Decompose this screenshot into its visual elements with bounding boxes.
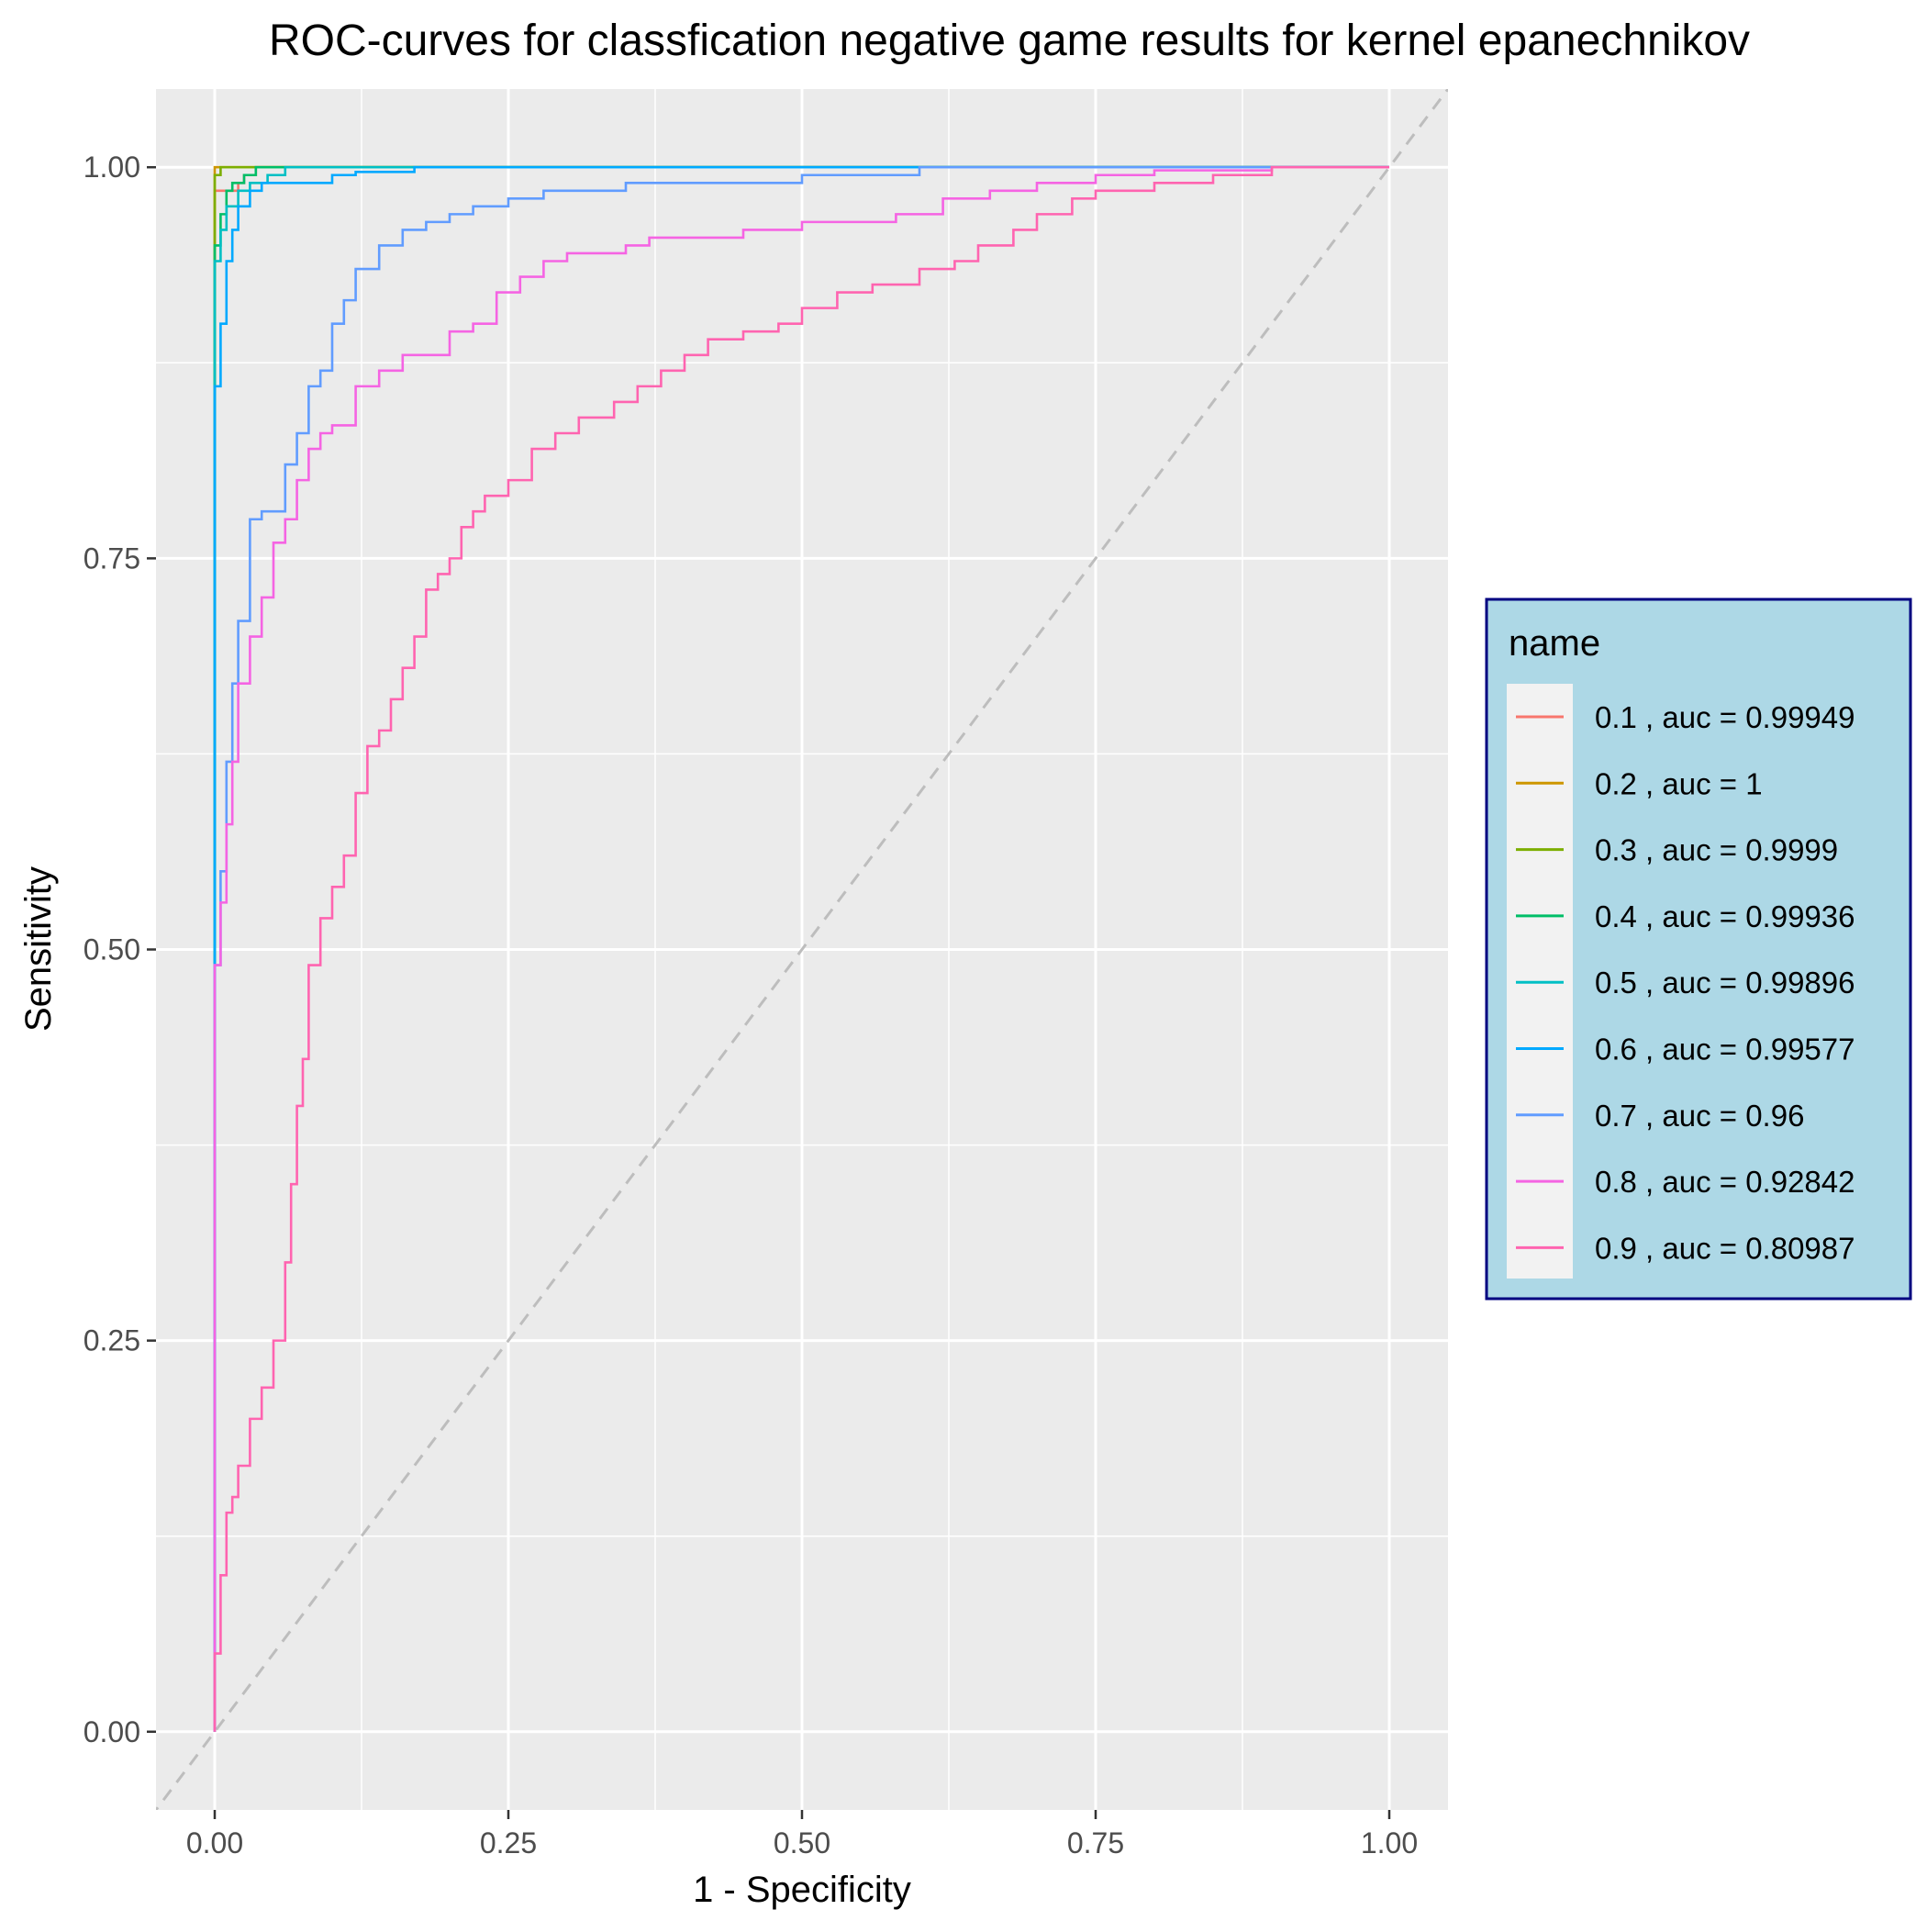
y-tick-label: 0.75: [84, 542, 140, 575]
chart-title: ROC-curves for classfication negative ga…: [269, 17, 1750, 65]
roc-series-line-5: [213, 165, 1389, 1732]
legend: name 0.1 , auc = 0.99949 0.2 , auc = 1 0.3…: [1485, 597, 1912, 1301]
roc-series-line-9: [213, 165, 1389, 1732]
y-tick-label: 0.50: [84, 933, 140, 966]
roc-series-line-7: [213, 165, 1389, 1732]
x-tick-label: 0.50: [774, 1826, 830, 1859]
x-tick-label: 0.75: [1067, 1826, 1124, 1859]
legend-label-3: 0.3 , auc = 0.9999: [1595, 833, 1838, 867]
y-axis: 0.00 0.25 0.50 0.75 1.00: [84, 151, 156, 1748]
y-tick-label: 0.25: [84, 1324, 140, 1357]
legend-label-2: 0.2 , auc = 1: [1595, 766, 1763, 800]
legend-items: 0.1 , auc = 0.99949 0.2 , auc = 1 0.3 , au…: [1516, 700, 1855, 1265]
roc-series-line-4: [213, 165, 1389, 1732]
reference-diagonal-line: [156, 89, 1448, 1810]
legend-label-1: 0.1 , auc = 0.99949: [1595, 700, 1855, 734]
legend-label-7: 0.7 , auc = 0.96: [1595, 1099, 1804, 1133]
legend-label-4: 0.4 , auc = 0.99936: [1595, 899, 1855, 933]
legend-label-6: 0.6 , auc = 0.99577: [1595, 1033, 1855, 1067]
y-axis-label: Sensitivity: [18, 866, 59, 1032]
legend-label-9: 0.9 , auc = 0.80987: [1595, 1231, 1855, 1265]
x-tick-label: 1.00: [1361, 1826, 1418, 1859]
legend-title: name: [1509, 623, 1600, 664]
x-tick-label: 0.00: [186, 1826, 243, 1859]
roc-series-group: [213, 165, 1389, 1732]
x-tick-label: 0.25: [480, 1826, 537, 1859]
x-axis: 0.00 0.25 0.50 0.75 1.00: [186, 1810, 1418, 1859]
y-tick-label: 1.00: [84, 151, 140, 184]
x-axis-label: 1 - Specificity: [693, 1870, 911, 1910]
legend-label-8: 0.8 , auc = 0.92842: [1595, 1165, 1855, 1199]
y-tick-label: 0.00: [84, 1715, 140, 1748]
legend-label-5: 0.5 , auc = 0.99896: [1595, 966, 1855, 1000]
roc-series-line-8: [213, 165, 1389, 1732]
roc-series-line-3: [213, 165, 1389, 1732]
roc-series-line-6: [213, 165, 1389, 1732]
